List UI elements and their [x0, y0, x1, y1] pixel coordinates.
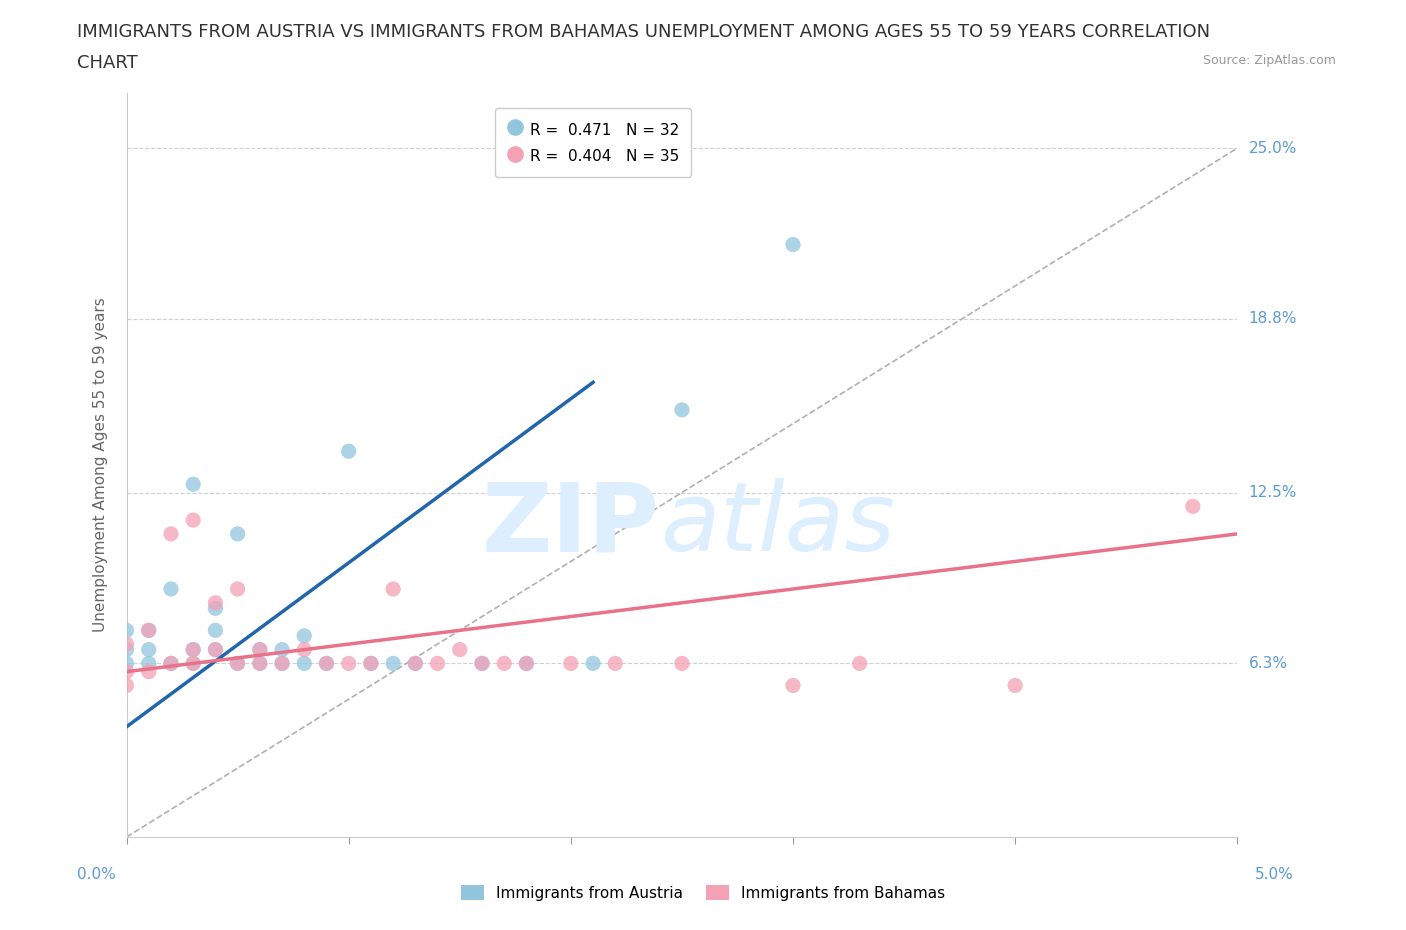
Point: [426, 656, 449, 671]
Point: [782, 237, 804, 252]
Point: [181, 477, 204, 492]
Point: [271, 656, 294, 671]
Point: [848, 656, 870, 671]
Point: [138, 656, 160, 671]
Point: [249, 656, 271, 671]
Point: [115, 656, 138, 671]
Point: [181, 656, 204, 671]
Point: [138, 623, 160, 638]
Point: [115, 664, 138, 679]
Point: [249, 656, 271, 671]
Point: [115, 623, 138, 638]
Point: [292, 629, 315, 644]
Point: [337, 444, 360, 458]
Text: Source: ZipAtlas.com: Source: ZipAtlas.com: [1202, 54, 1336, 67]
Point: [181, 643, 204, 658]
Legend: R =  0.471   N = 32, R =  0.404   N = 35: R = 0.471 N = 32, R = 0.404 N = 35: [495, 108, 692, 178]
Point: [204, 643, 226, 658]
Point: [515, 656, 537, 671]
Point: [115, 678, 138, 693]
Point: [605, 656, 627, 671]
Point: [315, 656, 337, 671]
Point: [138, 623, 160, 638]
Point: [204, 601, 226, 616]
Point: [292, 656, 315, 671]
Point: [271, 656, 294, 671]
Point: [249, 643, 271, 658]
Text: 25.0%: 25.0%: [1249, 140, 1296, 155]
Point: [138, 643, 160, 658]
Point: [292, 643, 315, 658]
Point: [160, 656, 183, 671]
Y-axis label: Unemployment Among Ages 55 to 59 years: Unemployment Among Ages 55 to 59 years: [93, 298, 108, 632]
Point: [160, 526, 183, 541]
Point: [181, 512, 204, 527]
Point: [582, 656, 605, 671]
Point: [360, 656, 382, 671]
Point: [249, 643, 271, 658]
Point: [1181, 498, 1204, 513]
Text: 18.8%: 18.8%: [1249, 312, 1296, 326]
Point: [204, 643, 226, 658]
Text: 12.5%: 12.5%: [1249, 485, 1296, 500]
Text: 5.0%: 5.0%: [1254, 867, 1294, 882]
Point: [382, 581, 405, 596]
Point: [471, 656, 494, 671]
Point: [226, 656, 249, 671]
Text: IMMIGRANTS FROM AUSTRIA VS IMMIGRANTS FROM BAHAMAS UNEMPLOYMENT AMONG AGES 55 TO: IMMIGRANTS FROM AUSTRIA VS IMMIGRANTS FR…: [77, 23, 1211, 41]
Point: [315, 656, 337, 671]
Point: [671, 403, 693, 418]
Point: [226, 581, 249, 596]
Text: CHART: CHART: [77, 54, 138, 72]
Text: ZIP: ZIP: [482, 478, 659, 571]
Point: [204, 623, 226, 638]
Point: [471, 656, 494, 671]
Point: [337, 656, 360, 671]
Point: [360, 656, 382, 671]
Point: [204, 595, 226, 610]
Point: [181, 643, 204, 658]
Text: 6.3%: 6.3%: [1249, 656, 1288, 671]
Point: [404, 656, 426, 671]
Point: [671, 656, 693, 671]
Point: [226, 656, 249, 671]
Point: [404, 656, 426, 671]
Point: [115, 643, 138, 658]
Point: [449, 643, 471, 658]
Legend: Immigrants from Austria, Immigrants from Bahamas: Immigrants from Austria, Immigrants from…: [453, 877, 953, 909]
Text: 0.0%: 0.0%: [77, 867, 117, 882]
Point: [138, 664, 160, 679]
Point: [494, 656, 516, 671]
Point: [382, 656, 405, 671]
Point: [160, 581, 183, 596]
Point: [560, 656, 582, 671]
Point: [271, 643, 294, 658]
Point: [1004, 678, 1026, 693]
Text: atlas: atlas: [659, 478, 894, 571]
Point: [226, 526, 249, 541]
Point: [515, 656, 537, 671]
Point: [115, 637, 138, 652]
Point: [160, 656, 183, 671]
Point: [181, 656, 204, 671]
Point: [782, 678, 804, 693]
